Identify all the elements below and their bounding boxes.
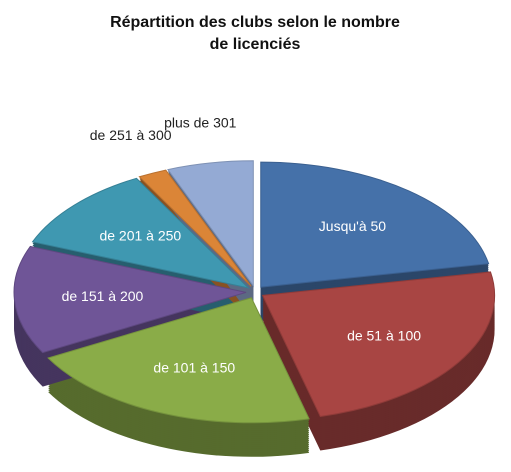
chart-title: Répartition des clubs selon le nombre de… [110,14,400,53]
slice [13,245,247,354]
slice-label: de 251 à 300 [90,127,172,143]
slice-label: plus de 301 [164,115,237,131]
slice [138,169,252,287]
slice [167,160,254,288]
slice [31,177,250,289]
slice-label: de 101 à 150 [153,360,235,376]
slice [47,297,310,424]
slice-label: Jusqu'à 50 [319,218,386,234]
slice-label: de 201 à 250 [99,227,181,243]
slice-label: de 151 à 200 [62,288,144,304]
slice-label: de 51 à 100 [347,328,421,344]
slice [261,271,496,417]
slice [260,161,490,288]
